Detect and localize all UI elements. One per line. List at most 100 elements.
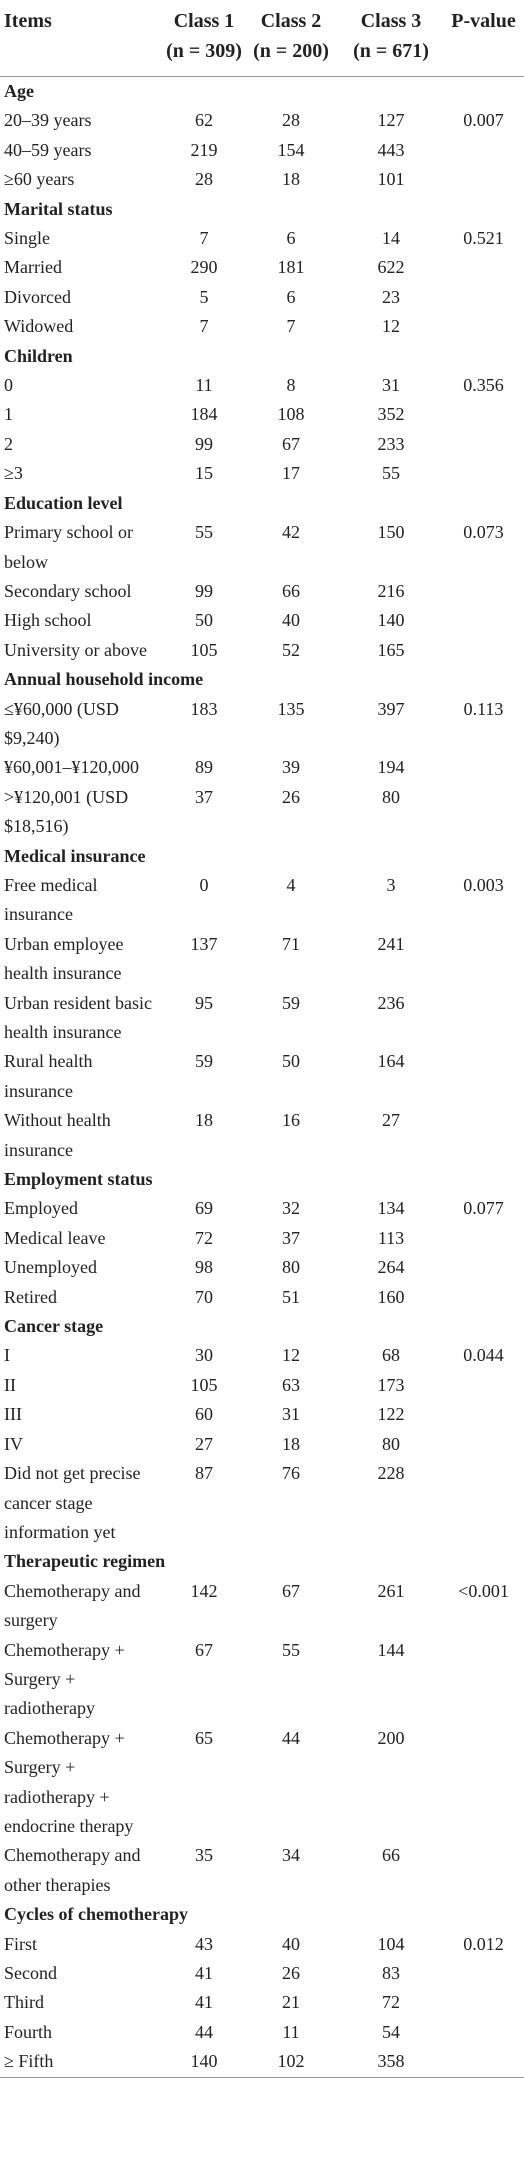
- row-label: Divorced: [4, 286, 71, 307]
- data-row: >¥120,001 (USD $18,516) 37 26 80: [0, 783, 524, 842]
- section-title: Employment status: [4, 1169, 153, 1190]
- count-cell: 28: [195, 169, 213, 190]
- count-cell: 108: [277, 404, 305, 425]
- table-body: Age 20–39 years 62 28 127 0.007 40–59 years 219…: [0, 77, 524, 2078]
- count-cell: 7: [199, 228, 209, 249]
- count-cell: 39: [282, 757, 300, 778]
- count-cell: 6: [286, 286, 296, 307]
- row-label: ≥ Fifth: [0, 2047, 165, 2078]
- row-label: ≤¥60,000 (USD $9,240): [4, 698, 119, 748]
- section-title: Therapeutic regimen: [4, 1551, 166, 1572]
- count-cell: 358: [339, 2047, 443, 2078]
- count-cell: 69: [195, 1198, 213, 1219]
- section-row: Annual household income: [0, 665, 524, 694]
- count-cell: 173: [377, 1374, 405, 1395]
- count-cell: 67: [282, 433, 300, 454]
- count-cell: 241: [377, 933, 405, 954]
- row-label: Rural health insurance: [4, 1051, 93, 1101]
- empty-cell: [443, 1371, 524, 1400]
- count-cell: 89: [195, 757, 213, 778]
- count-cell: 144: [377, 1639, 405, 1660]
- p-value: 0.044: [463, 1345, 504, 1366]
- count-cell: 63: [282, 1374, 300, 1395]
- empty-cell: [443, 1253, 524, 1282]
- data-row: 2 99 67 233: [0, 430, 524, 459]
- count-cell: 37: [195, 786, 213, 807]
- row-label: ≥60 years: [4, 169, 75, 190]
- count-cell: 67: [282, 1580, 300, 1601]
- data-row: ¥60,001–¥120,000 89 39 194: [0, 753, 524, 782]
- count-cell: 228: [377, 1463, 405, 1484]
- count-cell: 15: [195, 463, 213, 484]
- count-cell: 50: [282, 1051, 300, 1072]
- row-label: IV: [4, 1433, 23, 1454]
- header-cell: Items: [0, 0, 165, 77]
- data-row: High school 50 40 140: [0, 606, 524, 635]
- data-row: First 43 40 104 0.012: [0, 1930, 524, 1959]
- count-cell: 134: [377, 1198, 405, 1219]
- column-name: Class 2: [260, 10, 322, 32]
- count-cell: 68: [382, 1345, 400, 1366]
- row-label: Chemotherapy and surgery: [4, 1580, 141, 1631]
- count-cell: 32: [282, 1198, 300, 1219]
- column-n: (n = 309): [166, 40, 242, 62]
- row-label: Urban employee health insurance: [4, 933, 124, 984]
- empty-cell: [443, 165, 524, 194]
- empty-cell: [443, 1400, 524, 1429]
- count-cell: 31: [282, 1404, 300, 1425]
- count-cell: 113: [377, 1227, 405, 1248]
- count-cell: 28: [282, 110, 300, 131]
- table-header: Items Class 1 (n = 309) Class 2 (n = 200) Cl…: [0, 0, 524, 77]
- empty-cell: [443, 636, 524, 665]
- count-cell: 42: [282, 522, 300, 543]
- data-row: Chemotherapy and surgery 142 67 261 <0.001: [0, 1577, 524, 1636]
- empty-cell: [443, 253, 524, 282]
- data-row: Second 41 26 83: [0, 1959, 524, 1988]
- data-row: Free medical insurance 0 4 3 0.003: [0, 871, 524, 930]
- count-cell: 160: [377, 1286, 405, 1307]
- count-cell: 122: [377, 1404, 405, 1425]
- count-cell: 37: [282, 1227, 300, 1248]
- count-cell: 80: [282, 1257, 300, 1278]
- empty-cell: [443, 459, 524, 488]
- column-name: Class 1: [173, 10, 235, 32]
- row-label: High school: [4, 610, 92, 631]
- empty-cell: [443, 136, 524, 165]
- data-row: Rural health insurance 59 50 164: [0, 1047, 524, 1106]
- row-label: Second: [4, 1963, 57, 1983]
- data-row: I 30 12 68 0.044: [0, 1341, 524, 1370]
- count-cell: 59: [282, 992, 300, 1013]
- section-row: Children: [0, 342, 524, 371]
- p-value: 0.012: [463, 1933, 504, 1954]
- count-cell: 3: [386, 874, 396, 895]
- count-cell: 16: [282, 1110, 300, 1131]
- section-row: Medical insurance: [0, 842, 524, 871]
- section-title: Education level: [4, 492, 123, 513]
- row-label: Third: [4, 1992, 44, 2013]
- data-row: Unemployed 98 80 264: [0, 1253, 524, 1282]
- count-cell: 30: [195, 1345, 213, 1366]
- count-cell: 264: [377, 1257, 405, 1278]
- count-cell: 66: [382, 1845, 400, 1866]
- count-cell: 62: [195, 110, 213, 131]
- data-row: Widowed 7 7 12: [0, 312, 524, 341]
- empty-cell: [443, 1636, 524, 1724]
- count-cell: 41: [195, 1963, 213, 1983]
- p-value: 0.073: [463, 522, 504, 543]
- section-row: Therapeutic regimen: [0, 1547, 524, 1576]
- count-cell: 164: [377, 1051, 405, 1072]
- count-cell: 52: [282, 639, 300, 660]
- count-cell: 65: [195, 1727, 213, 1748]
- empty-cell: [443, 606, 524, 635]
- row-label: Free medical insurance: [4, 874, 98, 925]
- empty-cell: [443, 400, 524, 429]
- row-label: Chemotherapy and other therapies: [4, 1845, 141, 1895]
- data-row: Did not get precise cancer stage informa…: [0, 1459, 524, 1547]
- p-value: 0.113: [463, 698, 504, 719]
- empty-cell: [443, 753, 524, 782]
- row-label: Widowed: [4, 316, 74, 337]
- count-cell: 140: [377, 610, 405, 631]
- row-label: First: [4, 1933, 38, 1954]
- count-cell: 26: [282, 786, 300, 807]
